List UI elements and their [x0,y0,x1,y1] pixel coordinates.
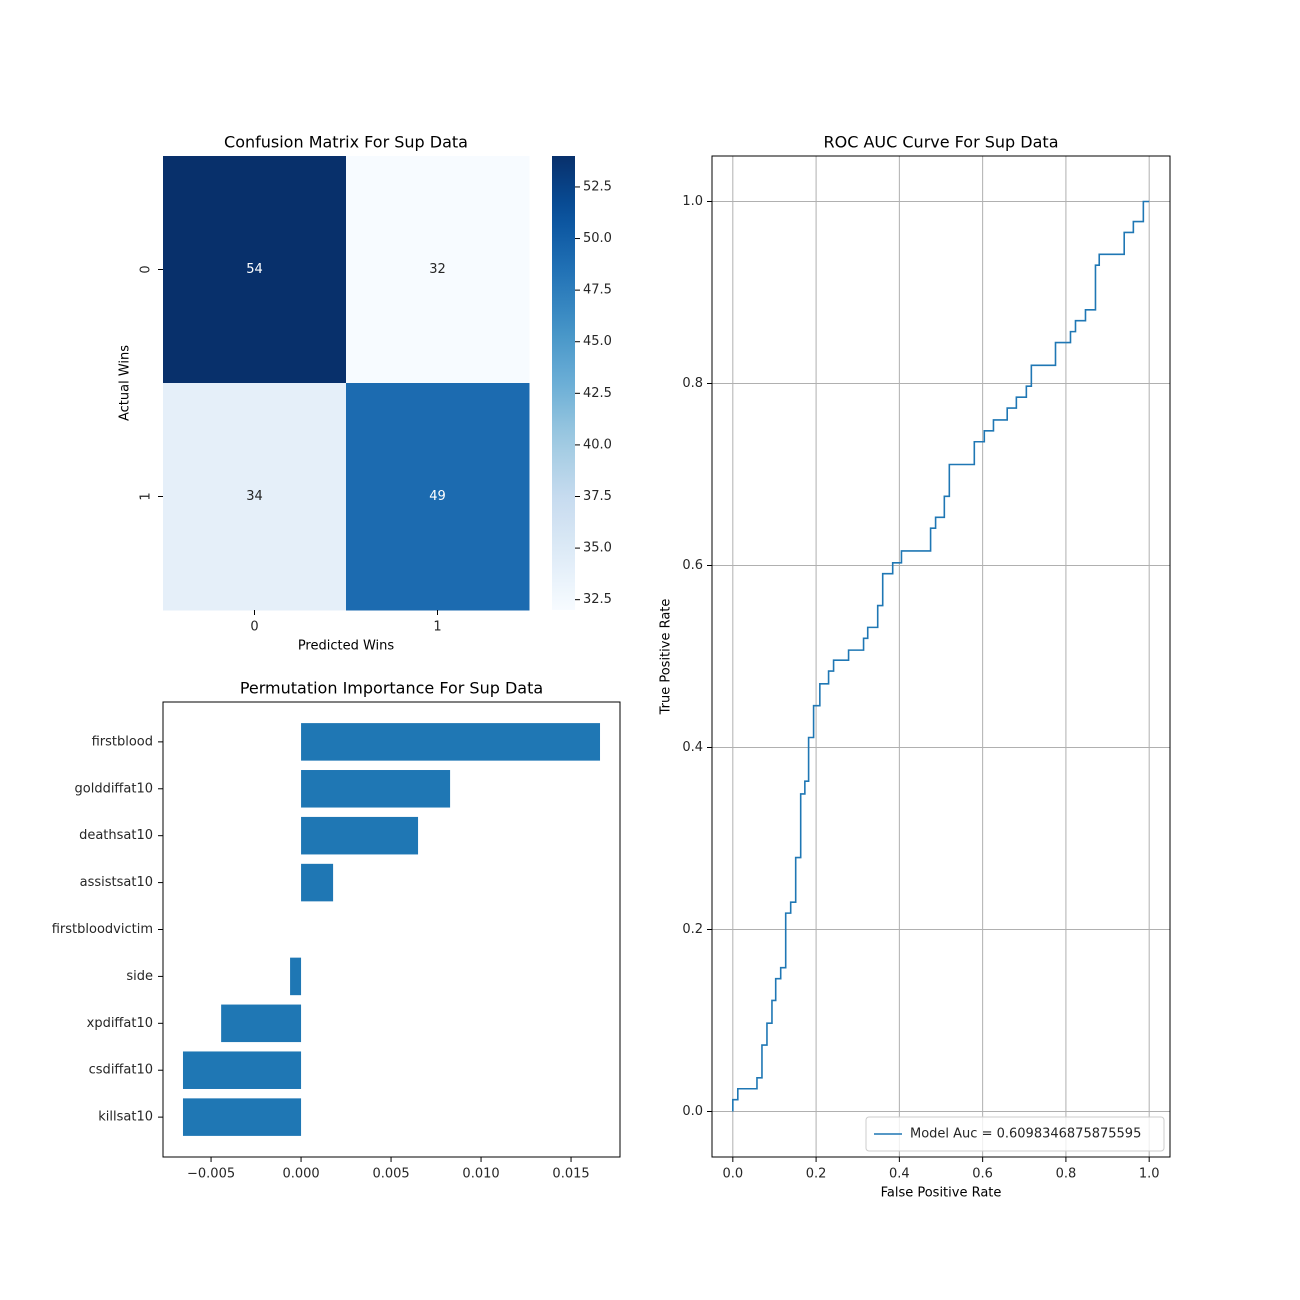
colorbar-tick-label: 42.5 [583,386,612,401]
y-tick-label: firstbloodvictim [52,922,153,937]
cell-label: 34 [246,489,263,504]
x-tick-label: 1.0 [1139,1167,1160,1182]
colorbar-tick-label: 45.0 [583,334,612,349]
heatmap-cell [163,156,347,384]
y-tick-label: 0.8 [682,376,703,391]
y-tick-label: golddiffat10 [75,781,154,796]
axes-frame [162,701,621,1158]
bar [290,957,302,996]
x-axis-label: False Positive Rate [881,1186,1002,1201]
y-tick-label: 0 [139,265,154,273]
y-tick-label: deathsat10 [79,828,153,843]
y-tick-label: 0.6 [682,558,703,573]
heatmap-cell [163,383,347,611]
x-tick-label: 0.015 [552,1167,589,1182]
y-tick-label: xpdiffat10 [87,1016,153,1031]
x-tick-label: 0.000 [282,1167,319,1182]
x-axis-label: Predicted Wins [298,639,395,654]
y-tick-label: 1 [139,492,154,500]
chart-title: ROC AUC Curve For Sup Data [824,133,1059,152]
bar [182,1051,302,1089]
y-tick-label: 1.0 [682,194,703,209]
chart-title: Permutation Importance For Sup Data [240,679,543,698]
colorbar-tick-label: 35.0 [583,541,612,556]
colorbar-tick-label: 52.5 [583,179,612,194]
y-axis-label: True Positive Rate [659,599,674,716]
colorbar-tick-label: 50.0 [583,231,612,246]
y-axis-label: Actual Wins [118,345,133,421]
y-tick-label: side [126,969,153,984]
x-tick-label: 0.6 [972,1167,993,1182]
bar [301,770,451,808]
legend-label: Model Auc = 0.6098346875875595 [910,1127,1141,1142]
x-tick-label: 0.2 [806,1167,827,1182]
cell-label: 54 [246,262,263,277]
bar [182,1098,302,1136]
x-tick-label: 1 [433,620,441,635]
y-tick-label: assistsat10 [80,875,153,890]
x-tick-label: −0.005 [187,1167,235,1182]
axes-frame [711,155,1171,1158]
x-tick-label: 0 [250,620,258,635]
bar [301,816,419,855]
legend-box [865,1116,1165,1152]
y-tick-label: csdiffat10 [89,1063,153,1078]
y-tick-label: 0.4 [682,740,703,755]
x-tick-label: 0.010 [462,1167,499,1182]
heatmap-cell [346,383,530,611]
colorbar-tick-label: 47.5 [583,283,612,298]
y-tick-label: 0.2 [682,922,703,937]
bar [221,1004,302,1043]
bar [301,863,334,902]
colorbar [552,156,575,610]
colorbar-tick-label: 32.5 [583,592,612,607]
colorbar-tick-label: 40.0 [583,437,612,452]
x-tick-label: 0.0 [722,1167,743,1182]
heatmap-cell [346,156,530,384]
x-tick-label: 0.8 [1056,1167,1077,1182]
y-tick-label: firstblood [92,734,153,749]
y-tick-label: killsat10 [98,1110,153,1125]
x-tick-label: 0.005 [372,1167,409,1182]
colorbar-tick-label: 37.5 [583,489,612,504]
chart-title: Confusion Matrix For Sup Data [224,133,468,152]
cell-label: 49 [429,489,446,504]
roc-line [732,200,1150,1112]
x-tick-label: 0.4 [889,1167,910,1182]
y-tick-label: 0.0 [682,1104,703,1119]
bar [301,723,601,761]
cell-label: 32 [429,262,446,277]
